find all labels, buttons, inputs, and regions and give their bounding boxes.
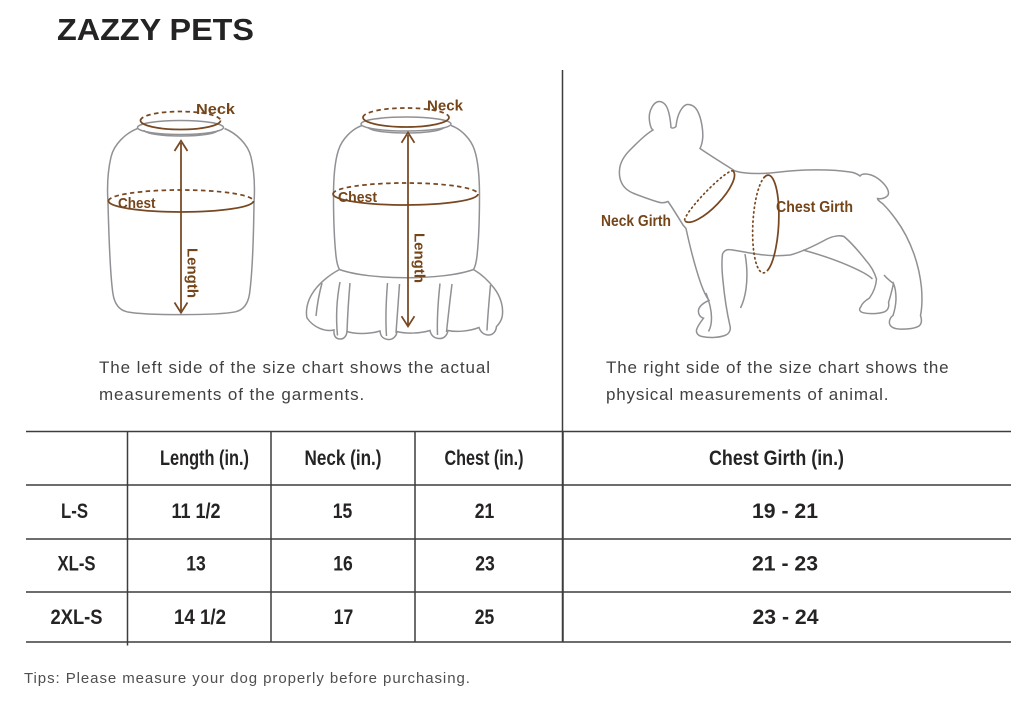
svg-text:Neck: Neck [427, 98, 464, 115]
svg-text:XL-S: XL-S [58, 553, 96, 576]
svg-text:23 - 24: 23 - 24 [753, 606, 819, 629]
svg-text:23: 23 [475, 553, 495, 576]
svg-text:19 - 21: 19 - 21 [752, 500, 818, 523]
svg-text:17: 17 [334, 606, 354, 629]
svg-text:Chest (in.): Chest (in.) [445, 447, 524, 470]
svg-text:11 1/2: 11 1/2 [172, 500, 221, 523]
svg-text:Tips: Please measure your dog: Tips: Please measure your dog properly b… [24, 670, 471, 687]
svg-text:25: 25 [475, 606, 495, 629]
svg-text:Chest: Chest [118, 195, 156, 212]
svg-text:The left side of the size char: The left side of the size chart shows th… [99, 358, 491, 377]
svg-text:Neck Girth: Neck Girth [601, 213, 671, 230]
svg-text:21 - 23: 21 - 23 [752, 553, 818, 576]
svg-text:21: 21 [475, 500, 495, 523]
svg-text:13: 13 [186, 553, 206, 576]
svg-text:Neck: Neck [196, 101, 236, 118]
svg-text:measurements of the garments.: measurements of the garments. [99, 385, 365, 404]
svg-text:Chest Girth (in.): Chest Girth (in.) [709, 447, 844, 470]
svg-text:Length: Length [184, 248, 201, 298]
svg-text:16: 16 [333, 553, 353, 576]
svg-text:Chest Girth: Chest Girth [776, 199, 853, 216]
svg-text:14 1/2: 14 1/2 [174, 606, 226, 629]
svg-text:L-S: L-S [61, 500, 88, 523]
svg-text:Neck (in.): Neck (in.) [305, 447, 382, 470]
svg-text:Chest: Chest [338, 189, 377, 206]
svg-text:2XL-S: 2XL-S [51, 606, 103, 629]
svg-text:ZAZZY PETS: ZAZZY PETS [57, 12, 254, 47]
svg-text:The right side of the size cha: The right side of the size chart shows t… [606, 358, 949, 377]
svg-text:Length (in.): Length (in.) [160, 447, 249, 470]
svg-text:physical measurements of anima: physical measurements of animal. [606, 385, 889, 404]
svg-text:Length: Length [411, 233, 428, 283]
svg-text:15: 15 [333, 500, 353, 523]
